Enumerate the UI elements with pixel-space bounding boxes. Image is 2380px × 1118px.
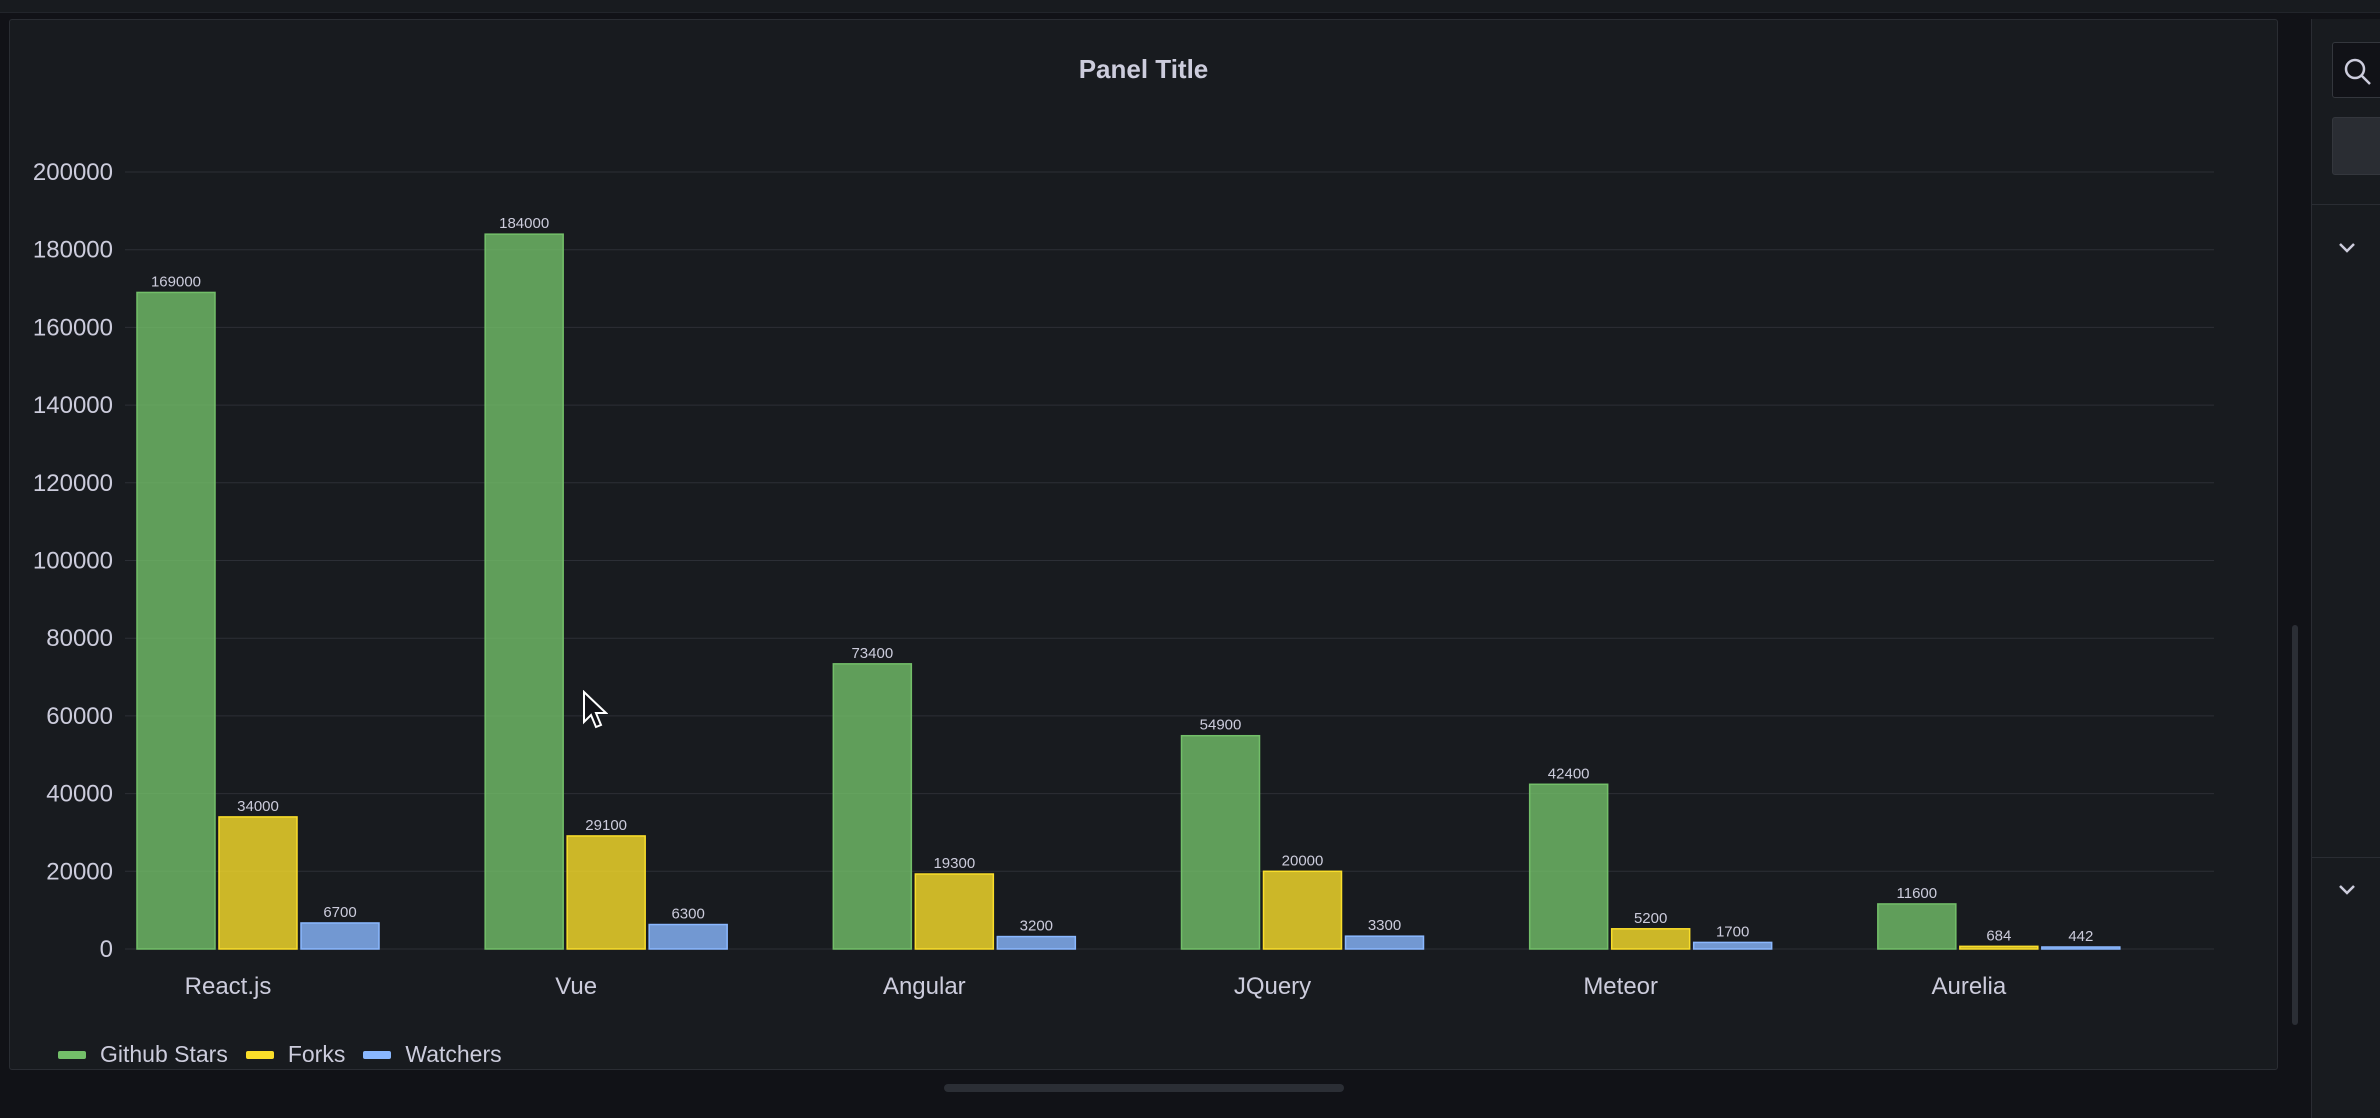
bar-chart: 0 20000 40000 60000 80000 100000 120000 140000 1… (33, 159, 2214, 1000)
bar-value-label: 73400 (851, 645, 893, 662)
bar-value-label: 29100 (585, 817, 627, 834)
options-pane (2311, 19, 2380, 1118)
bar-value-label: 19300 (933, 855, 975, 872)
bar-value-label: 20000 (1282, 852, 1324, 869)
y-tick-label: 180000 (33, 237, 113, 264)
bar (996, 935, 1077, 950)
bar (1344, 935, 1425, 950)
bar (1877, 903, 1957, 950)
bar (300, 922, 380, 950)
legend-label: Github Stars (100, 1041, 228, 1067)
x-tick-label: Aurelia (1931, 973, 2006, 1000)
top-toolbar-strip (0, 0, 2380, 13)
chevron-down-icon[interactable] (2338, 241, 2356, 259)
bar-value-label: 1700 (1716, 923, 1749, 940)
bar (648, 923, 728, 950)
bar-value-label: 34000 (237, 798, 279, 815)
bar (484, 233, 564, 950)
y-tick-label: 140000 (33, 392, 113, 419)
y-tick-label: 60000 (46, 703, 113, 730)
bar-value-label: 54900 (1200, 717, 1242, 734)
x-tick-label: Vue (555, 973, 597, 1000)
horizontal-scrollbar[interactable] (944, 1084, 1344, 1092)
legend-swatch (363, 1050, 392, 1059)
chart-legend: Github Stars Forks Watchers (58, 1041, 502, 1068)
legend-swatch (245, 1050, 274, 1059)
legend-swatch (58, 1050, 86, 1059)
legend-label: Forks (287, 1041, 346, 1067)
y-tick-label: 80000 (46, 625, 113, 652)
bar (914, 873, 995, 950)
bar-value-label: 3200 (1020, 918, 1053, 935)
bar (1692, 941, 1773, 950)
x-tick-label: React.js (185, 973, 272, 1000)
bar-value-label: 42400 (1548, 765, 1590, 782)
bar (1262, 870, 1343, 950)
bar (1528, 783, 1609, 950)
options-toggle-button[interactable] (2332, 117, 2380, 175)
bar (218, 816, 298, 950)
x-tick-label: Angular (883, 973, 966, 1000)
bar (566, 835, 646, 950)
divider (2312, 204, 2380, 205)
bar (136, 291, 216, 950)
bar-value-label: 3300 (1368, 917, 1401, 934)
bar (1180, 734, 1261, 950)
bar-value-label: 169000 (151, 273, 201, 290)
y-tick-label: 40000 (46, 781, 113, 808)
bar (832, 663, 913, 950)
options-search-input[interactable] (2332, 42, 2380, 98)
divider (2312, 857, 2380, 858)
bar-value-label: 5200 (1634, 910, 1667, 927)
bar-value-label: 442 (2068, 928, 2093, 945)
y-tick-label: 0 (100, 936, 113, 963)
bar-value-label: 184000 (499, 215, 549, 232)
bar-value-label: 11600 (1897, 885, 1938, 902)
bar-value-label: 6700 (323, 904, 356, 921)
panel-title: Panel Title (1078, 54, 1209, 84)
y-tick-label: 160000 (33, 314, 113, 341)
legend-item[interactable]: Watchers (363, 1041, 502, 1068)
bar-value-label: 684 (1986, 927, 2011, 944)
chart-panel: Panel Title 0 20000 40000 60000 80000 100000 1… (9, 19, 2278, 1070)
mouse-pointer-icon (582, 689, 609, 735)
legend-item[interactable]: Forks (245, 1041, 346, 1068)
y-tick-label: 120000 (33, 470, 113, 497)
legend-item[interactable]: Github Stars (58, 1041, 228, 1068)
bar-value-label: 6300 (671, 906, 704, 923)
bar (1610, 928, 1691, 950)
y-tick-label: 20000 (46, 858, 113, 885)
y-tick-label: 200000 (33, 159, 113, 186)
x-tick-label: JQuery (1234, 973, 1311, 1000)
y-tick-label: 100000 (33, 548, 113, 575)
chevron-down-icon[interactable] (2338, 883, 2356, 901)
bar (1959, 945, 2039, 950)
x-tick-label: Meteor (1583, 973, 1658, 1000)
bar (2041, 946, 2121, 950)
legend-label: Watchers (405, 1041, 502, 1067)
vertical-scrollbar[interactable] (2292, 625, 2298, 1025)
